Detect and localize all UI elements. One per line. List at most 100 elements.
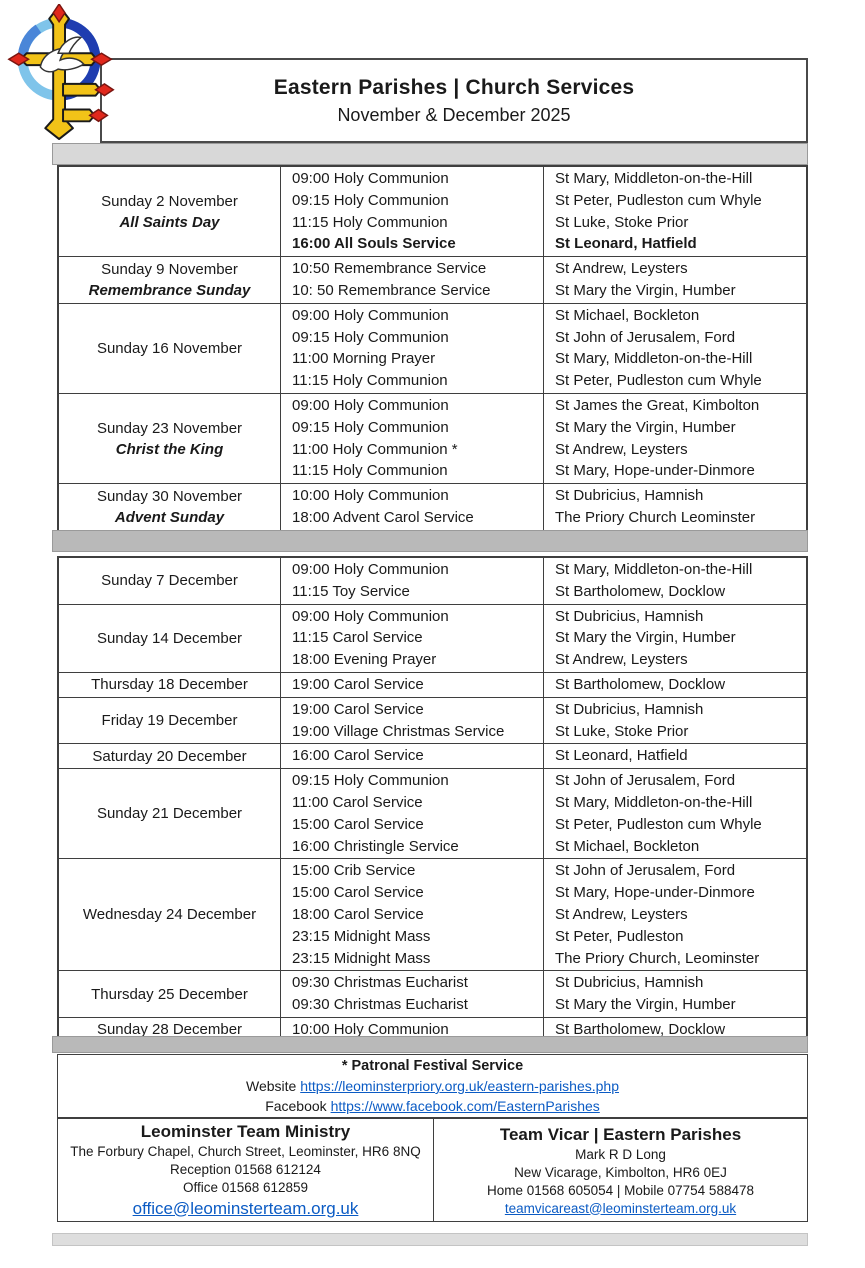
date-cell: Thursday 18 December — [59, 673, 280, 697]
service-line: 15:00 Crib Service — [292, 862, 416, 880]
service-line: 09:00 Holy Communion — [292, 170, 449, 187]
date-cell: Sunday 21 December — [59, 769, 280, 858]
service-line: 15:00 Carol Service — [292, 815, 424, 833]
services-cell: 10:00 Holy Communion — [280, 1017, 543, 1042]
date-label: Sunday 7 December — [101, 572, 238, 590]
dove-icon — [39, 36, 85, 73]
date-cell: Sunday 28 December — [59, 1018, 280, 1042]
schedule-row: Sunday 23 November Christ the King 09:00 H… — [59, 392, 806, 484]
footer-left-column: Leominster Team Ministry The Forbury Cha… — [58, 1119, 433, 1221]
service-line: 11:15 Toy Service — [292, 582, 410, 600]
church-line: St Bartholomew, Docklow — [555, 1020, 726, 1038]
date-cell: Sunday 14 December — [59, 605, 280, 672]
divider-band-bottom — [52, 1036, 808, 1053]
schedule-row: Sunday 28 December 10:00 Holy Communion St… — [59, 1016, 806, 1042]
service-line: 11:15 Holy Communion — [292, 462, 448, 480]
date-label: Sunday 30 November — [96, 487, 243, 505]
church-line: St Mary the Virgin, Humber — [555, 629, 736, 647]
team-vicar-email-link[interactable]: teamvicareast@leominsterteam.org.uk — [504, 1200, 737, 1216]
schedule-row: Thursday 18 December 19:00 Carol Service S… — [59, 671, 806, 697]
date-label: Wednesday 24 December — [82, 906, 257, 924]
schedule-row: Wednesday 24 December 15:00 Crib Service 1… — [59, 858, 806, 971]
date-label: Sunday 23 November — [96, 419, 243, 437]
services-cell: 15:00 Crib Service 15:00 Carol Service 18:… — [280, 859, 543, 971]
service-line: 23:15 Midnight Mass — [292, 949, 431, 967]
church-line: St Bartholomew, Docklow — [555, 582, 726, 600]
service-line: 16:00 Christingle Service — [292, 837, 459, 855]
schedule-row: Sunday 14 December 09:00 Holy Communion 11… — [59, 603, 806, 672]
date-label: Sunday 9 November — [101, 260, 238, 278]
service-line: 18:00 Advent Carol Service — [292, 508, 474, 526]
date-label: Sunday 16 November — [96, 339, 243, 357]
services-cell: 10:00 Holy Communion 18:00 Advent Carol S… — [280, 484, 543, 530]
team-ministry-title: Leominster Team Ministry — [140, 1121, 351, 1141]
church-line: St Mary the Virgin, Humber — [555, 418, 736, 436]
eastern-parishes-logo — [7, 4, 115, 141]
festival-label: Remembrance Sunday — [88, 281, 251, 299]
schedule-row: Sunday 2 November All Saints Day 09:00 Hol… — [59, 167, 806, 257]
service-line: 09:15 Holy Communion — [292, 772, 449, 790]
church-line: St Mary, Hope-under-Dinmore — [555, 884, 755, 902]
facebook-link[interactable]: https://www.facebook.com/EasternParishes — [330, 1098, 600, 1114]
services-cell: 09:00 Holy Communion 11:15 Carol Service 1… — [280, 604, 543, 672]
service-line: 16:00 All Souls Service — [292, 235, 456, 253]
church-line: St Dubricius, Hamnish — [555, 607, 704, 625]
service-line: 11:15 Holy Communion — [292, 372, 448, 390]
notes-box: * Patronal Festival Service Website http… — [57, 1054, 808, 1118]
team-ministry-email-link[interactable]: office@leominsterteam.org.uk — [132, 1198, 359, 1218]
churches-cell: St Bartholomew, Docklow — [543, 1017, 806, 1042]
church-line: St Peter, Pudleston cum Whyle — [555, 372, 762, 390]
website-link[interactable]: https://leominsterpriory.org.uk/eastern-… — [300, 1078, 619, 1094]
service-line: 09:30 Christmas Eucharist — [292, 996, 468, 1014]
schedule-row: Sunday 7 December 09:00 Holy Communion 11:… — [59, 558, 806, 604]
festival-label: Advent Sunday — [114, 508, 225, 526]
footer-right-column: Team Vicar | Eastern Parishes Mark R D L… — [433, 1119, 807, 1221]
church-line: St Mary, Middleton-on-the-Hill — [555, 170, 753, 187]
schedule-row: Sunday 16 November 09:00 Holy Communion 09… — [59, 302, 806, 393]
church-line: St Mary, Hope-under-Dinmore — [555, 462, 755, 480]
church-line: St Leonard, Hatfield — [555, 747, 688, 765]
page-subtitle: November & December 2025 — [337, 104, 571, 125]
festival-label: All Saints Day — [119, 213, 220, 231]
team-vicar-name: Mark R D Long — [575, 1146, 666, 1162]
church-line: St Mary, Middleton-on-the-Hill — [555, 561, 753, 578]
church-line: The Priory Church, Leominster — [555, 949, 760, 967]
services-cell: 19:00 Carol Service 19:00 Village Christm… — [280, 697, 543, 744]
date-label: Sunday 14 December — [96, 629, 243, 647]
churches-cell: St Dubricius, Hamnish St Luke, Stoke Prio… — [543, 697, 806, 744]
service-line: 10:00 Holy Communion — [292, 487, 449, 505]
team-vicar-address: New Vicarage, Kimbolton, HR6 0EJ — [514, 1164, 727, 1180]
footer-contacts: Leominster Team Ministry The Forbury Cha… — [57, 1118, 808, 1222]
services-cell: 09:15 Holy Communion 11:00 Carol Service 1… — [280, 769, 543, 859]
church-line: St Andrew, Leysters — [555, 905, 688, 923]
church-line: St Andrew, Leysters — [555, 651, 688, 669]
date-cell: Wednesday 24 December — [59, 859, 280, 970]
churches-cell: St Michael, Bockleton St John of Jerusale… — [543, 303, 806, 393]
service-line: 18:00 Carol Service — [292, 905, 424, 923]
church-line: St John of Jerusalem, Ford — [555, 772, 736, 790]
schedule-row: Friday 19 December 19:00 Carol Service 19:… — [59, 696, 806, 744]
church-line: St Mary, Middleton-on-the-Hill — [555, 350, 753, 368]
service-line: 19:00 Village Christmas Service — [292, 722, 505, 740]
date-cell: Sunday 30 November Advent Sunday — [59, 484, 280, 530]
churches-cell: St Bartholomew, Docklow — [543, 672, 806, 697]
page-title: Eastern Parishes | Church Services — [273, 75, 635, 99]
schedule-row: Sunday 9 November Remembrance Sunday 10:50… — [59, 256, 806, 303]
service-line: 15:00 Carol Service — [292, 884, 424, 902]
red-diamonds-icon — [7, 4, 115, 123]
date-cell: Thursday 25 December — [59, 971, 280, 1017]
website-note: Website https://leominsterpriory.org.uk/… — [246, 1076, 619, 1096]
divider-band-middle — [52, 530, 808, 552]
services-cell: 09:00 Holy Communion 11:15 Toy Service — [280, 558, 543, 604]
service-line: 11:00 Holy Communion * — [292, 440, 458, 458]
church-line: St Andrew, Leysters — [555, 440, 688, 458]
church-line: St Michael, Bockleton — [555, 837, 700, 855]
team-ministry-office-phone: Office 01568 612859 — [182, 1179, 309, 1195]
services-cell: 09:00 Holy Communion 09:15 Holy Communion… — [280, 393, 543, 484]
churches-cell: St Dubricius, Hamnish St Mary the Virgin,… — [543, 604, 806, 672]
date-label: Sunday 28 December — [96, 1021, 243, 1039]
services-cell: 09:30 Christmas Eucharist 09:30 Christmas… — [280, 971, 543, 1017]
patronal-festival-note: * Patronal Festival Service — [341, 1058, 524, 1074]
date-label: Friday 19 December — [101, 712, 238, 730]
church-line: The Priory Church Leominster — [555, 508, 756, 526]
